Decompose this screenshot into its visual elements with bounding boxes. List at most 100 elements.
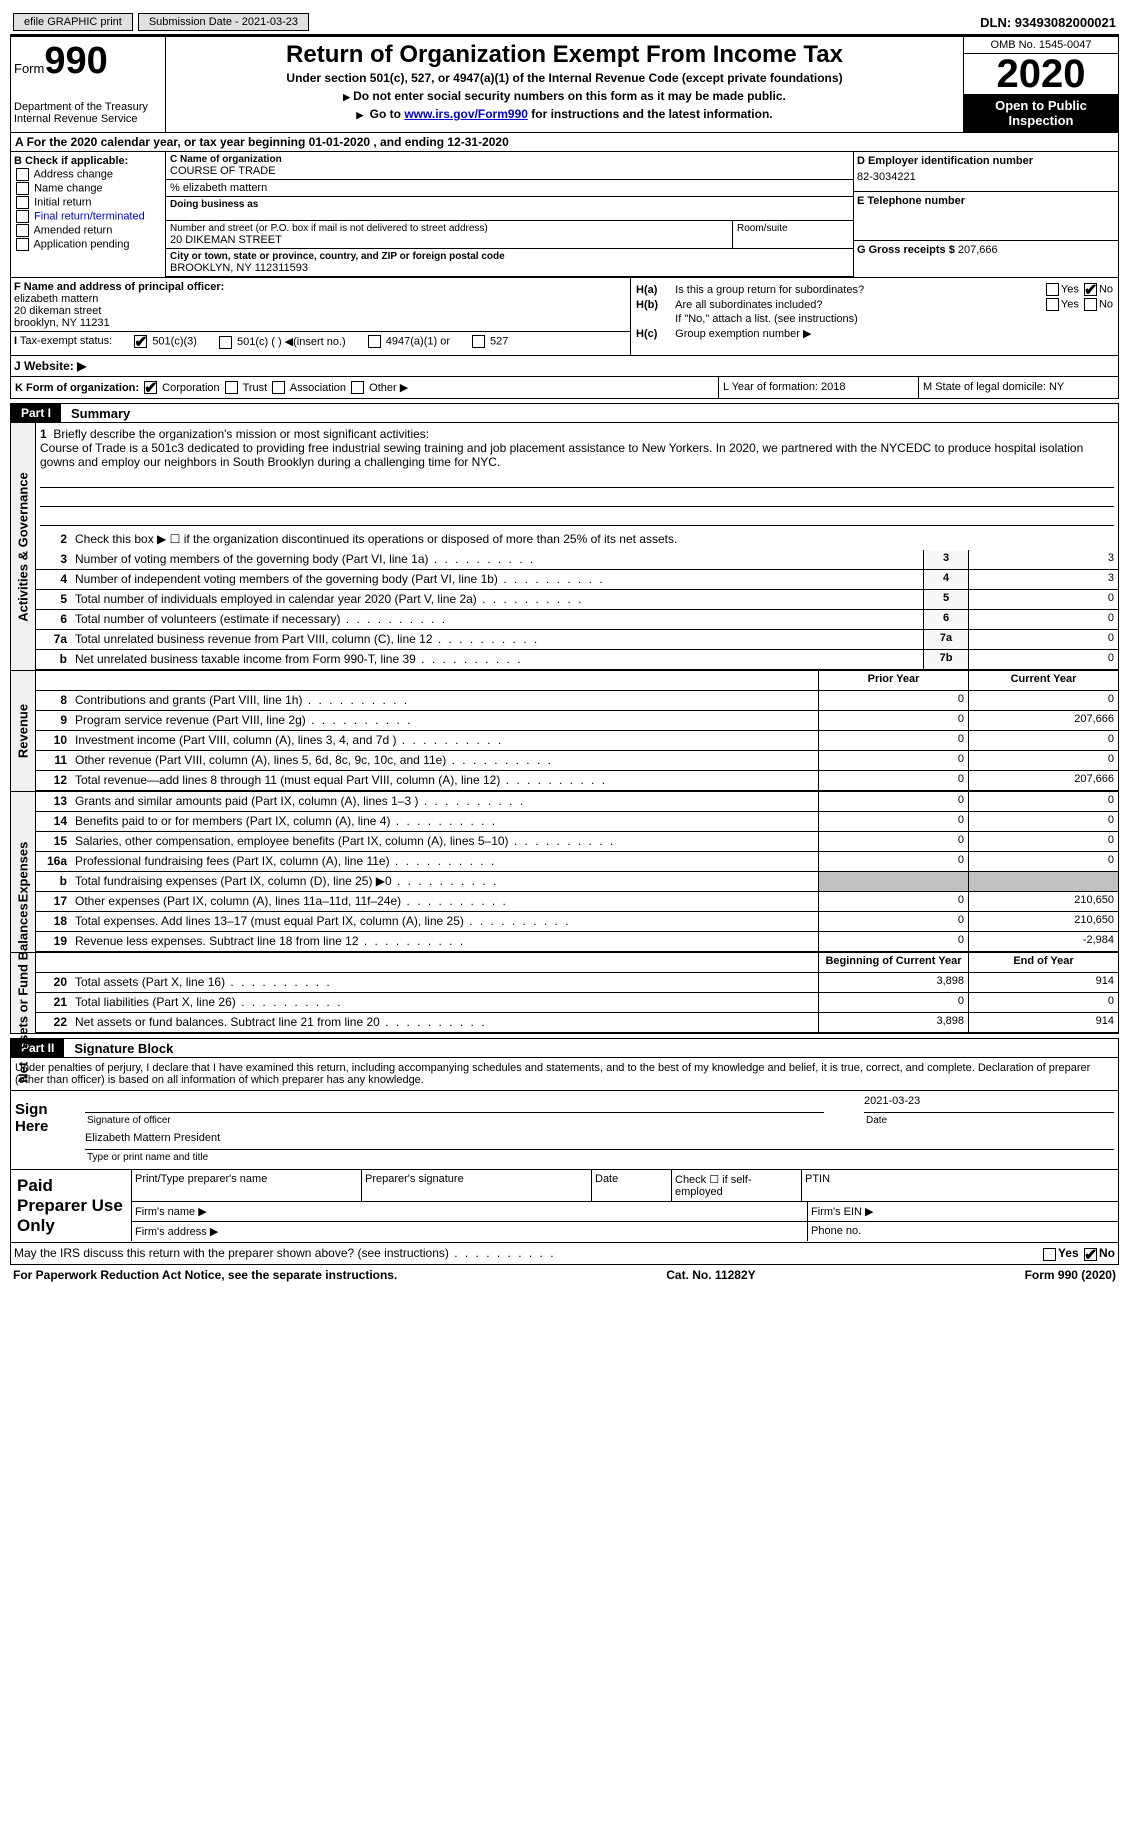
box-b-title: B Check if applicable: — [14, 155, 162, 167]
summary-row: 10Investment income (Part VIII, column (… — [36, 731, 1118, 751]
firm-name-label: Firm's name ▶ — [132, 1202, 808, 1221]
firm-addr-label: Firm's address ▶ — [132, 1222, 808, 1241]
phone-label: Phone no. — [808, 1222, 1118, 1241]
checkbox-trust[interactable] — [225, 381, 238, 394]
dba-label: Doing business as — [170, 199, 849, 210]
checkbox-527[interactable] — [472, 335, 485, 348]
street-address: 20 DIKEMAN STREET — [170, 234, 728, 246]
checkbox-other[interactable] — [351, 381, 364, 394]
officer-addr1: 20 dikeman street — [14, 305, 101, 317]
summary-row: 17Other expenses (Part IX, column (A), l… — [36, 892, 1118, 912]
checkbox-501c3[interactable] — [134, 335, 147, 348]
summary-row: 3Number of voting members of the governi… — [36, 550, 1118, 570]
line2-text: Check this box ▶ ☐ if the organization d… — [71, 530, 1118, 550]
cat-no: Cat. No. 11282Y — [666, 1268, 755, 1282]
paperwork-notice: For Paperwork Reduction Act Notice, see … — [13, 1268, 397, 1282]
box-b: B Check if applicable: Address change Na… — [11, 152, 166, 277]
part2-header: Part II Signature Block — [10, 1038, 1119, 1058]
box-l: L Year of formation: 2018 — [718, 377, 918, 399]
discuss-yes[interactable] — [1043, 1248, 1056, 1261]
addr-label: Number and street (or P.O. box if mail i… — [170, 223, 728, 234]
form-number: 990 — [44, 40, 107, 82]
form-ref: Form 990 (2020) — [1025, 1268, 1116, 1282]
sig-date: 2021-03-23 — [864, 1095, 1114, 1113]
form-header: Form990 Department of the Treasury Inter… — [10, 36, 1119, 133]
gross-receipts: 207,666 — [958, 244, 998, 256]
preparer-name-label: Print/Type preparer's name — [132, 1170, 362, 1201]
summary-row: 7aTotal unrelated business revenue from … — [36, 630, 1118, 650]
sig-date-label: Date — [864, 1113, 1114, 1128]
sign-here-label: Sign Here — [11, 1091, 81, 1169]
summary-row: 8Contributions and grants (Part VIII, li… — [36, 691, 1118, 711]
checkbox-association[interactable] — [272, 381, 285, 394]
summary-row: 20Total assets (Part X, line 16)3,898914 — [36, 973, 1118, 993]
checkbox-501c[interactable] — [219, 336, 232, 349]
checkbox-initial-return[interactable] — [16, 196, 29, 209]
officer-name: elizabeth mattern — [14, 293, 98, 305]
discuss-no[interactable] — [1084, 1248, 1097, 1261]
summary-row: 15Salaries, other compensation, employee… — [36, 832, 1118, 852]
part1-header: Part I Summary — [10, 403, 1119, 423]
sig-officer-label: Signature of officer — [85, 1113, 824, 1128]
org-name: COURSE OF TRADE — [170, 165, 849, 177]
paid-preparer-label: Paid Preparer Use Only — [11, 1170, 131, 1242]
mission-text: Course of Trade is a 501c3 dedicated to … — [40, 441, 1083, 469]
summary-row: 12Total revenue—add lines 8 through 11 (… — [36, 771, 1118, 791]
checkbox-final-return[interactable] — [16, 210, 29, 223]
efile-print-button[interactable]: efile GRAPHIC print — [13, 13, 133, 31]
checkbox-amended[interactable] — [16, 224, 29, 237]
summary-row: 6Total number of volunteers (estimate if… — [36, 610, 1118, 630]
hb-note: If "No," attach a list. (see instruction… — [675, 313, 1113, 325]
preparer-date-label: Date — [592, 1170, 672, 1201]
firm-ein-label: Firm's EIN ▶ — [808, 1202, 1118, 1221]
signer-name-label: Type or print name and title — [85, 1150, 1114, 1165]
side-revenue: Revenue — [11, 671, 36, 791]
city-state-zip: BROOKLYN, NY 112311593 — [170, 262, 849, 274]
top-toolbar: efile GRAPHIC print Submission Date - 20… — [10, 10, 1119, 36]
ha-yes[interactable] — [1046, 283, 1059, 296]
checkbox-name-change[interactable] — [16, 182, 29, 195]
summary-row: 13Grants and similar amounts paid (Part … — [36, 792, 1118, 812]
form-title: Return of Organization Exempt From Incom… — [170, 41, 959, 69]
dln-text: DLN: 93493082000021 — [980, 15, 1116, 30]
room-suite: Room/suite — [733, 221, 853, 248]
summary-row: 18Total expenses. Add lines 13–17 (must … — [36, 912, 1118, 932]
mission-label: Briefly describe the organization's miss… — [53, 427, 429, 441]
summary-row: bTotal fundraising expenses (Part IX, co… — [36, 872, 1118, 892]
box-f-label: F Name and address of principal officer: — [14, 281, 224, 293]
submission-date-button[interactable]: Submission Date - 2021-03-23 — [138, 13, 309, 31]
instructions-line: Go to www.irs.gov/Form990 for instructio… — [170, 107, 959, 121]
checkbox-corporation[interactable] — [144, 381, 157, 394]
box-e-label: E Telephone number — [857, 195, 1115, 207]
checkbox-address-change[interactable] — [16, 168, 29, 181]
hb-yes[interactable] — [1046, 298, 1059, 311]
checkbox-4947[interactable] — [368, 335, 381, 348]
ein-value: 82-3034221 — [857, 171, 1115, 183]
ssn-warning: Do not enter social security numbers on … — [170, 89, 959, 103]
side-balances: Net Assets or Fund Balances — [11, 953, 36, 1033]
irs-link[interactable]: www.irs.gov/Form990 — [404, 107, 528, 121]
summary-row: 5Total number of individuals employed in… — [36, 590, 1118, 610]
current-year-hdr: Current Year — [968, 671, 1118, 690]
ptin-label: PTIN — [802, 1170, 1118, 1201]
dept-text: Department of the Treasury Internal Reve… — [14, 101, 162, 125]
box-d-label: D Employer identification number — [857, 155, 1115, 167]
form-subtitle: Under section 501(c), 527, or 4947(a)(1)… — [170, 71, 959, 85]
box-g-label: G Gross receipts $ — [857, 244, 955, 256]
prior-year-hdr: Prior Year — [818, 671, 968, 690]
ha-label: Is this a group return for subordinates? — [675, 283, 994, 296]
summary-row: 14Benefits paid to or for members (Part … — [36, 812, 1118, 832]
summary-row: bNet unrelated business taxable income f… — [36, 650, 1118, 670]
box-m: M State of legal domicile: NY — [918, 377, 1118, 399]
hc-label: Group exemption number ▶ — [675, 327, 1113, 340]
ha-no[interactable] — [1084, 283, 1097, 296]
discuss-text: May the IRS discuss this return with the… — [14, 1246, 556, 1260]
summary-row: 21Total liabilities (Part X, line 26)00 — [36, 993, 1118, 1013]
summary-row: 4Number of independent voting members of… — [36, 570, 1118, 590]
box-c-name: C Name of organization COURSE OF TRADE — [166, 152, 853, 180]
checkbox-application-pending[interactable] — [16, 238, 29, 251]
city-label: City or town, state or province, country… — [170, 251, 849, 262]
self-employed-label: Check ☐ if self-employed — [672, 1170, 802, 1201]
hb-no[interactable] — [1084, 298, 1097, 311]
signer-name: Elizabeth Mattern President — [85, 1132, 1114, 1150]
